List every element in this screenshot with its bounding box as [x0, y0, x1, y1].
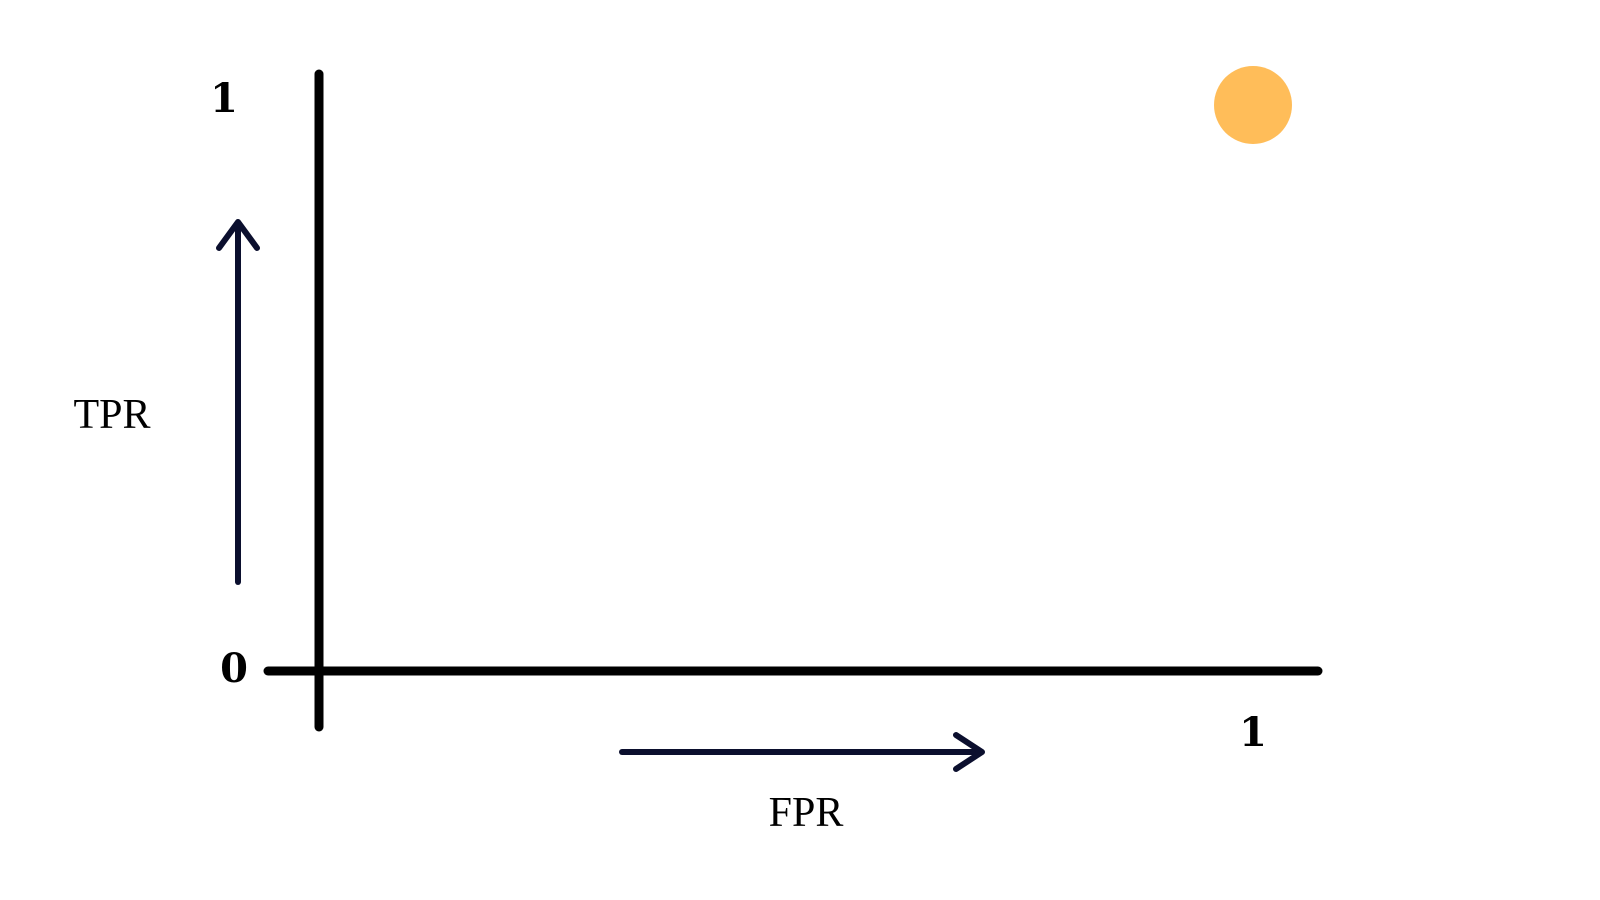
data-point-1	[1214, 66, 1292, 144]
x-axis-title: FPR	[769, 790, 844, 836]
y-tick-label-top: 1	[210, 75, 238, 122]
x-direction-arrow	[619, 732, 985, 772]
x-tick-label-right: 1	[1239, 709, 1267, 756]
y-direction-arrow	[216, 219, 260, 585]
data-points	[1214, 66, 1292, 144]
y-tick-label-zero: 0	[220, 645, 248, 692]
y-axis-title: TPR	[73, 392, 150, 438]
